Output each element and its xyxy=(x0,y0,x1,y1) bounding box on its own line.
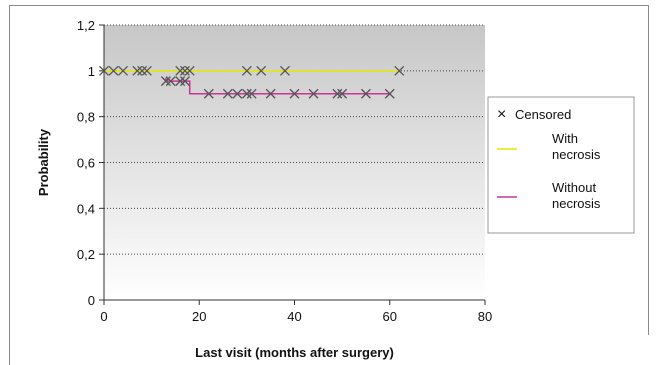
censored-marker-with-necrosis xyxy=(99,65,109,76)
censored-marker-with-necrosis xyxy=(241,65,252,76)
censored-marker-without-necrosis xyxy=(222,88,233,99)
y-tick-label: 0 xyxy=(88,293,95,308)
censored-marker-with-necrosis xyxy=(118,65,129,76)
legend-censored-marker: × xyxy=(497,106,506,123)
y-tick-label: 1 xyxy=(88,64,95,79)
x-tick-label: 40 xyxy=(287,309,301,324)
censored-marker-with-necrosis xyxy=(175,65,186,76)
censored-marker-without-necrosis xyxy=(246,88,257,99)
censored-marker-with-necrosis xyxy=(137,65,148,76)
legend-with-label-2: necrosis xyxy=(552,147,601,162)
y-tick-label: 0,6 xyxy=(77,156,95,171)
censored-marker-without-necrosis xyxy=(289,88,300,99)
legend-without-label-1: Without xyxy=(552,180,596,195)
censored-marker-without-necrosis xyxy=(337,88,348,99)
chart-frame xyxy=(9,5,649,335)
censored-marker-with-necrosis xyxy=(132,65,143,76)
y-tick-label: 0,2 xyxy=(77,247,95,262)
censored-marker-without-necrosis xyxy=(308,88,319,99)
censored-marker-without-necrosis xyxy=(165,76,176,87)
x-tick-label: 20 xyxy=(192,309,206,324)
censored-marker-without-necrosis xyxy=(241,88,252,99)
y-tick-label: 1,2 xyxy=(77,18,95,33)
x-tick-label: 0 xyxy=(100,309,107,324)
tick-labels: 0 20 40 60 80 0 0,2 0,4 0,6 0,8 1 1,2 xyxy=(77,18,492,324)
censored-marker-with-necrosis xyxy=(141,65,152,76)
censored-marker-without-necrosis xyxy=(175,76,186,87)
censored-marker-with-necrosis xyxy=(394,65,405,76)
x-axis-title: Last visit (months after surgery) xyxy=(195,345,394,360)
censored-marker-without-necrosis xyxy=(332,88,343,99)
censored-marker-with-necrosis xyxy=(280,65,290,76)
censored-marker-without-necrosis xyxy=(384,88,395,99)
legend: × Censored With necrosis Without necrosi… xyxy=(487,96,635,234)
censored-marker-without-necrosis xyxy=(360,88,371,99)
legend-box xyxy=(487,96,635,234)
series-group xyxy=(99,65,405,99)
y-tick-label: 0,8 xyxy=(77,110,95,125)
legend-without-label-2: necrosis xyxy=(552,196,601,211)
legend-with-label-1: With xyxy=(552,131,578,146)
censored-marker-without-necrosis xyxy=(203,88,214,99)
censored-marker-with-necrosis xyxy=(256,65,267,76)
censored-marker-with-necrosis xyxy=(184,65,195,76)
y-tick-label: 0,4 xyxy=(77,201,95,216)
censored-marker-without-necrosis xyxy=(180,76,190,87)
censored-marker-with-necrosis xyxy=(180,65,190,76)
censored-marker-without-necrosis xyxy=(160,76,171,87)
y-axis-title: Probability xyxy=(36,128,51,196)
censored-marker-with-necrosis xyxy=(108,65,119,76)
frame-edge xyxy=(9,335,10,365)
legend-censored-label: Censored xyxy=(515,107,571,122)
series-without-necrosis-line xyxy=(165,77,390,95)
censored-marker-without-necrosis xyxy=(265,88,276,99)
censored-marker-without-necrosis xyxy=(232,88,243,99)
x-tick-label: 80 xyxy=(478,309,492,324)
x-tick-label: 60 xyxy=(383,309,397,324)
